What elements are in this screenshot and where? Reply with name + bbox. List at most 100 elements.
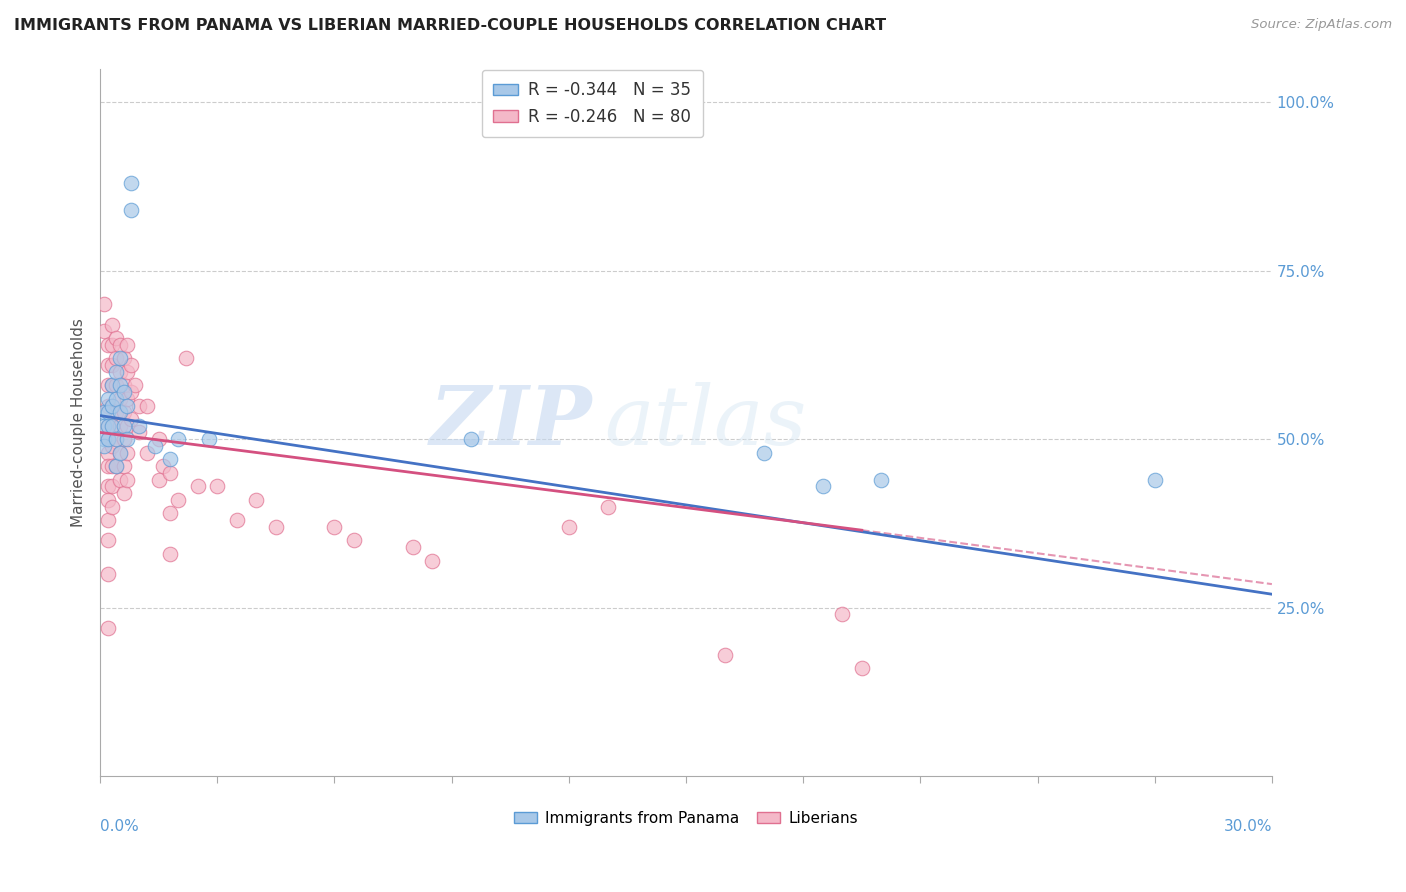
Point — [104, 365, 127, 379]
Point — [117, 473, 139, 487]
Point — [187, 479, 209, 493]
Point — [136, 399, 159, 413]
Point — [101, 378, 124, 392]
Point — [101, 378, 124, 392]
Point — [148, 432, 170, 446]
Point — [97, 432, 120, 446]
Point — [101, 479, 124, 493]
Text: ZIP: ZIP — [430, 383, 592, 462]
Point — [97, 338, 120, 352]
Point — [112, 405, 135, 419]
Text: 0.0%: 0.0% — [100, 819, 139, 834]
Point — [128, 418, 150, 433]
Point — [870, 473, 893, 487]
Point — [851, 661, 873, 675]
Point — [112, 351, 135, 366]
Point — [108, 445, 131, 459]
Point — [93, 405, 115, 419]
Point — [420, 553, 443, 567]
Point — [198, 432, 221, 446]
Point — [460, 432, 482, 446]
Point — [112, 418, 135, 433]
Point — [97, 358, 120, 372]
Point — [167, 432, 190, 446]
Point — [117, 392, 139, 406]
Point — [159, 547, 181, 561]
Point — [104, 459, 127, 474]
Point — [108, 338, 131, 352]
Text: Source: ZipAtlas.com: Source: ZipAtlas.com — [1251, 18, 1392, 31]
Point — [97, 459, 120, 474]
Point — [97, 566, 120, 581]
Point — [117, 365, 139, 379]
Point — [117, 418, 139, 433]
Point — [108, 445, 131, 459]
Point — [245, 492, 267, 507]
Point — [174, 351, 197, 366]
Point — [101, 338, 124, 352]
Point — [97, 445, 120, 459]
Point — [120, 412, 142, 426]
Point — [207, 479, 229, 493]
Point — [714, 648, 737, 662]
Point — [97, 418, 120, 433]
Point — [108, 473, 131, 487]
Point — [752, 445, 775, 459]
Point — [101, 318, 124, 332]
Point — [143, 439, 166, 453]
Point — [264, 520, 287, 534]
Point — [104, 392, 127, 406]
Point — [128, 425, 150, 440]
Point — [343, 533, 366, 548]
Point — [104, 331, 127, 345]
Point — [117, 338, 139, 352]
Point — [108, 405, 131, 419]
Point — [124, 378, 146, 392]
Point — [108, 418, 131, 433]
Point — [401, 540, 423, 554]
Point — [101, 439, 124, 453]
Point — [120, 202, 142, 217]
Point — [101, 418, 124, 433]
Point — [97, 621, 120, 635]
Point — [93, 439, 115, 453]
Point — [120, 176, 142, 190]
Point — [104, 378, 127, 392]
Point — [101, 399, 124, 413]
Point — [101, 459, 124, 474]
Point — [93, 418, 115, 433]
Point — [97, 418, 120, 433]
Point — [97, 405, 120, 419]
Y-axis label: Married-couple Households: Married-couple Households — [72, 318, 86, 527]
Point — [159, 452, 181, 467]
Point — [108, 365, 131, 379]
Point — [558, 520, 581, 534]
Point — [104, 432, 127, 446]
Point — [596, 500, 619, 514]
Point — [112, 384, 135, 399]
Point — [97, 513, 120, 527]
Point — [93, 297, 115, 311]
Point — [108, 351, 131, 366]
Point — [97, 392, 120, 406]
Point — [120, 358, 142, 372]
Point — [101, 358, 124, 372]
Point — [97, 479, 120, 493]
Point — [112, 432, 135, 446]
Point — [112, 486, 135, 500]
Point — [831, 607, 853, 622]
Point — [97, 432, 120, 446]
Legend: Immigrants from Panama, Liberians: Immigrants from Panama, Liberians — [508, 805, 863, 832]
Point — [148, 473, 170, 487]
Point — [101, 500, 124, 514]
Text: atlas: atlas — [605, 383, 807, 462]
Point — [101, 418, 124, 433]
Point — [104, 459, 127, 474]
Text: 30.0%: 30.0% — [1223, 819, 1272, 834]
Point — [97, 492, 120, 507]
Point — [811, 479, 834, 493]
Point — [93, 432, 115, 446]
Point — [117, 445, 139, 459]
Point — [101, 399, 124, 413]
Point — [97, 378, 120, 392]
